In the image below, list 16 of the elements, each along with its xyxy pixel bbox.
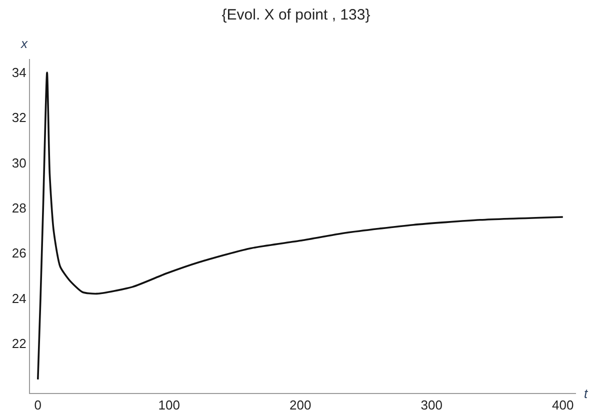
x-tick-label: 200 — [290, 398, 312, 413]
x-tick-label: 0 — [34, 398, 42, 413]
y-tick-label: 28 — [12, 200, 26, 216]
y-tick-label: 32 — [12, 110, 26, 126]
y-tick-label: 34 — [12, 65, 26, 80]
x-tick-label: 100 — [158, 398, 180, 413]
x-axis-title: t — [584, 386, 589, 401]
y-tick-label: 26 — [12, 246, 26, 261]
y-tick-label: 24 — [12, 290, 26, 306]
chart-title: {Evol. X of point , 133} — [222, 6, 370, 24]
x-tick-label: 400 — [552, 398, 574, 413]
y-tick-label: 22 — [12, 336, 26, 351]
y-tick-label: 30 — [12, 155, 26, 170]
line-series — [36, 72, 564, 380]
y-axis-title: x — [20, 36, 28, 51]
x-tick-label: 300 — [420, 398, 442, 413]
